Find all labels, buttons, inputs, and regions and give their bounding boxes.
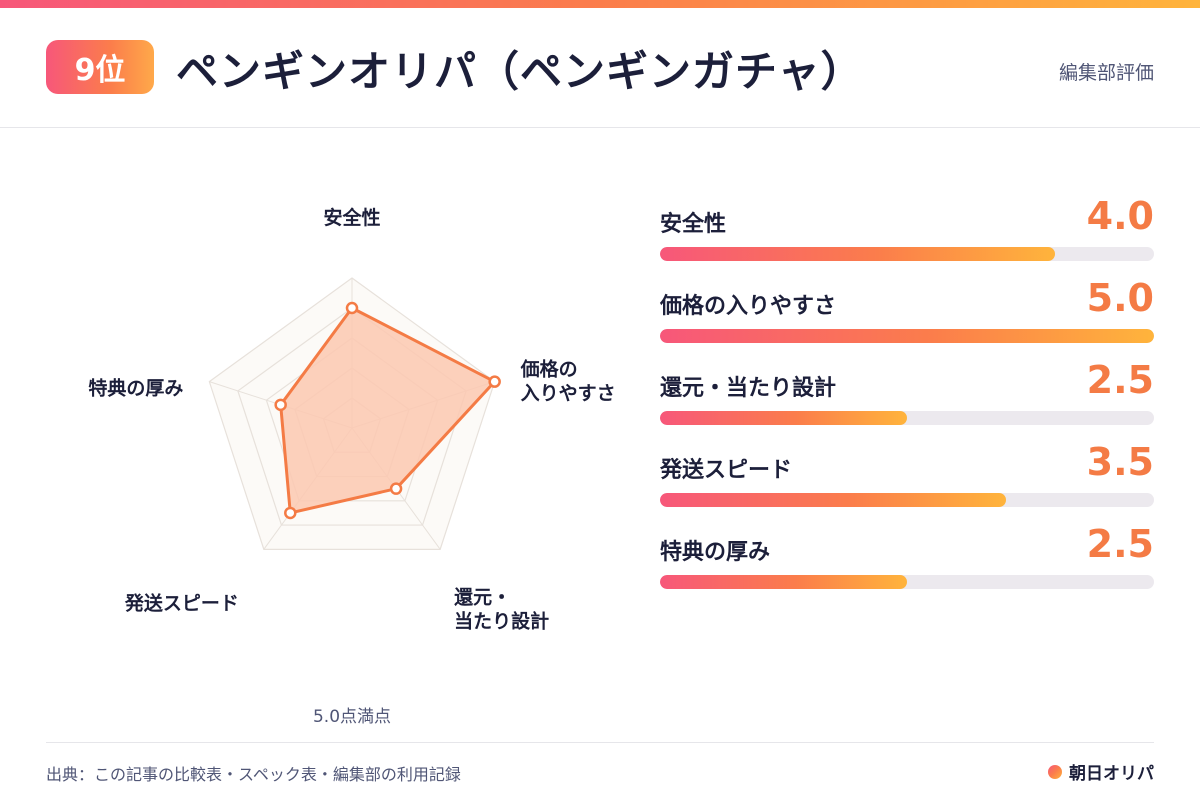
score-value: 3.5 xyxy=(1086,440,1154,484)
brand-name: 朝日オリパ xyxy=(1069,764,1154,784)
footer: 出典：この記事の比較表・スペック表・編集部の利用記録 朝日オリパ xyxy=(46,742,1154,800)
score-bar-track xyxy=(660,247,1154,261)
score-value: 4.0 xyxy=(1086,194,1154,238)
score-label: 価格の入りやすさ xyxy=(660,294,837,319)
score-row: 価格の入りやすさ 5.0 xyxy=(660,272,1154,354)
radar-points xyxy=(274,301,501,520)
radar-data-point xyxy=(488,375,501,388)
score-bar-track xyxy=(660,329,1154,343)
scale-note: 5.0点満点 xyxy=(313,707,391,727)
radar-data-point xyxy=(345,301,359,315)
score-label: 還元・当たり設計 xyxy=(660,376,837,401)
rank-badge: 9位 xyxy=(46,40,154,94)
score-label: 発送スピード xyxy=(660,458,793,483)
score-label: 安全性 xyxy=(660,212,727,237)
radar-series-area xyxy=(279,306,497,515)
radar-axis-label: 発送スピード xyxy=(124,591,239,614)
score-row: 特典の厚み 2.5 xyxy=(660,518,1154,600)
score-value: 2.5 xyxy=(1086,358,1154,402)
brand: 朝日オリパ xyxy=(1048,759,1154,784)
score-bar-fill xyxy=(660,329,1154,343)
top-accent-bar xyxy=(0,0,1200,8)
score-bar-fill xyxy=(660,575,907,589)
score-value: 2.5 xyxy=(1086,522,1154,566)
brand-logo-icon xyxy=(1048,764,1062,779)
score-value: 5.0 xyxy=(1086,276,1154,320)
score-bar-fill xyxy=(660,411,907,425)
score-label: 特典の厚み xyxy=(660,540,771,565)
evaluation-note: 編集部評価 xyxy=(1058,62,1154,84)
score-bar-fill xyxy=(660,247,1056,261)
radar-data-point xyxy=(284,506,297,520)
radar-axis-label: 還元・当たり設計 xyxy=(454,586,549,632)
score-row: 還元・当たり設計 2.5 xyxy=(660,354,1154,436)
score-bar-track xyxy=(660,493,1154,507)
score-row: 安全性 4.0 xyxy=(660,190,1154,272)
score-bar-track xyxy=(660,411,1154,425)
header: 9位 ペンギンオリパ（ペンギンガチャ） 編集部評価 xyxy=(0,8,1200,128)
source-note: 出典：この記事の比較表・スペック表・編集部の利用記録 xyxy=(46,765,461,784)
radar-data-point xyxy=(274,398,287,412)
score-row: 発送スピード 3.5 xyxy=(660,436,1154,518)
radar-data-point xyxy=(389,482,403,495)
radar-axis-label: 特典の厚み xyxy=(88,377,183,400)
radar-axis-label: 価格の入りやすさ xyxy=(520,358,616,405)
score-bar-fill xyxy=(660,493,1006,507)
score-bar-track xyxy=(660,575,1154,589)
radar-axis-label: 安全性 xyxy=(323,206,380,229)
page-title: ペンギンオリパ（ペンギンガチャ） xyxy=(176,47,864,96)
